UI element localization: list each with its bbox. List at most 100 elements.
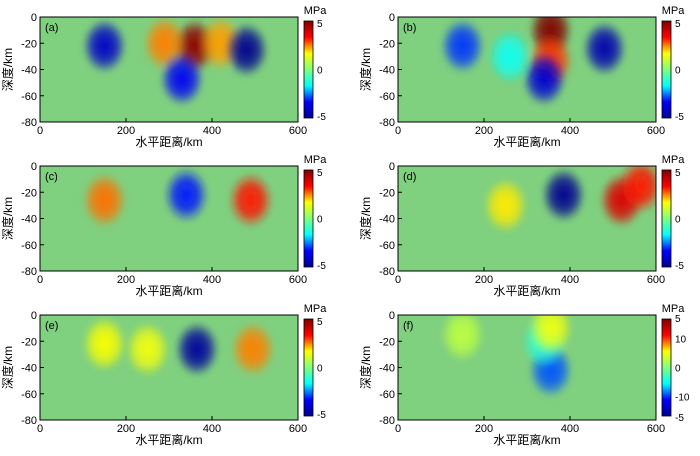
- x-axis-label: 水平距离/km: [135, 283, 202, 298]
- x-tick-label: 0: [395, 125, 401, 137]
- heatmap-blob: [230, 321, 275, 377]
- x-tick-label: 0: [37, 423, 43, 435]
- x-tick-label: 0: [395, 274, 401, 286]
- heatmap-blob: [82, 18, 127, 74]
- y-tick-label: -80: [21, 415, 37, 427]
- panel-e: 0 200 400 600 0 -20 -40 -60 -80 (e) 水平距离/km 深度/km MP…: [0, 303, 327, 447]
- panel-f: 0 200 400 600 0 -20 -40 -60 -80 (f) 水平距离/km 深度/km MP…: [358, 303, 690, 447]
- panel-label: (d): [403, 171, 416, 183]
- panel-d: 0 200 400 600 0 -20 -40 -60 -80 (d) 水平距离/km 深度/km MP…: [358, 154, 685, 298]
- x-tick-label: 200: [117, 423, 135, 435]
- colorbar-tick-label: 5: [675, 168, 681, 179]
- x-tick-label: 400: [561, 423, 579, 435]
- colorbar-unit: MPa: [304, 303, 328, 315]
- panel-b: 0 200 400 600 0 -20 -40 -60 -80 (b) 水平距离/km 深度/km MP…: [358, 5, 686, 149]
- y-tick-label: -60: [379, 240, 395, 252]
- y-tick-label: 0: [31, 161, 37, 173]
- colorbar-tick-label: 0: [317, 66, 323, 77]
- y-tick-label: -20: [21, 336, 37, 348]
- x-tick-label: 600: [647, 125, 665, 137]
- colorbar: [303, 318, 314, 417]
- heatmap-blob: [440, 315, 485, 362]
- colorbar-tick-label: -10: [675, 393, 690, 404]
- colorbar-tick-label: 10: [675, 334, 687, 345]
- x-tick-label: 600: [647, 423, 665, 435]
- x-tick-label: 600: [647, 274, 665, 286]
- y-tick-label: -80: [379, 117, 395, 129]
- y-tick-label: 0: [389, 12, 395, 24]
- heatmap-blob: [582, 21, 627, 76]
- panel-label: (c): [45, 171, 58, 183]
- heatmap-blob: [125, 321, 170, 377]
- y-axis-label: 深度/km: [358, 346, 373, 389]
- colorbar-tick-label: 0: [317, 215, 323, 226]
- y-tick-label: -80: [379, 415, 395, 427]
- x-axis-label: 水平距离/km: [493, 134, 560, 149]
- y-tick-label: -40: [379, 214, 395, 226]
- y-axis-label: 深度/km: [0, 346, 15, 389]
- x-tick-label: 400: [561, 274, 579, 286]
- heatmap-blob: [159, 51, 204, 106]
- colorbar: [303, 169, 314, 268]
- colorbar-tick-label: -5: [317, 410, 326, 421]
- y-axis-label: 深度/km: [358, 48, 373, 91]
- colorbar-unit: MPa: [662, 5, 686, 17]
- x-axis-label: 水平距离/km: [135, 134, 202, 149]
- panel-label: (a): [45, 22, 58, 34]
- y-axis-label: 深度/km: [358, 197, 373, 240]
- x-tick-label: 0: [37, 274, 43, 286]
- heatmap-blob: [82, 172, 127, 228]
- y-tick-label: -60: [21, 389, 37, 401]
- x-tick-label: 200: [117, 125, 135, 137]
- x-tick-label: 200: [475, 125, 493, 137]
- y-tick-label: 0: [389, 310, 395, 322]
- colorbar: [303, 20, 314, 119]
- x-tick-label: 400: [203, 423, 221, 435]
- colorbar-unit: MPa: [304, 154, 328, 166]
- x-tick-label: 400: [203, 274, 221, 286]
- panel-a: 0 200 400 600 0 -20 -40 -60 -80 (a) 水平距离/km 深度/km MP…: [0, 5, 327, 149]
- y-tick-label: -20: [21, 38, 37, 50]
- heatmap-blob: [483, 178, 528, 233]
- colorbar-tick-label: 5: [675, 19, 681, 30]
- y-tick-label: -40: [21, 214, 37, 226]
- colorbar-tick-label: 0: [317, 364, 323, 375]
- y-tick-label: -40: [21, 65, 37, 77]
- colorbar: [661, 318, 672, 417]
- panel-label: (f): [403, 320, 413, 332]
- x-tick-label: 600: [289, 423, 307, 435]
- x-tick-label: 600: [289, 274, 307, 286]
- heatmap-blob: [440, 18, 485, 74]
- heatmap-blob: [619, 166, 656, 213]
- colorbar-tick-label: -5: [675, 261, 684, 272]
- colorbar-unit: MPa: [662, 303, 686, 315]
- y-tick-label: -80: [21, 117, 37, 129]
- y-tick-label: 0: [389, 161, 395, 173]
- x-tick-label: 0: [395, 423, 401, 435]
- heatmap-blob: [175, 321, 219, 377]
- x-tick-label: 0: [37, 125, 43, 137]
- colorbar-tick-label: -5: [675, 413, 684, 424]
- colorbar-unit: MPa: [304, 5, 328, 17]
- heatmap-blob: [522, 51, 567, 106]
- y-tick-label: -20: [21, 187, 37, 199]
- x-tick-label: 200: [475, 423, 493, 435]
- heatmap-blob: [224, 22, 269, 78]
- colorbar-tick-label: 0: [675, 215, 681, 226]
- y-tick-label: -20: [379, 187, 395, 199]
- x-tick-label: 200: [475, 274, 493, 286]
- x-tick-label: 200: [117, 274, 135, 286]
- colorbar-unit: MPa: [662, 154, 686, 166]
- y-tick-label: -60: [21, 240, 37, 252]
- colorbar-tick-label: -5: [317, 261, 326, 272]
- panel-label: (e): [45, 320, 58, 332]
- colorbar-tick-label: 5: [317, 168, 323, 179]
- y-tick-label: -40: [379, 65, 395, 77]
- y-tick-label: 0: [31, 310, 37, 322]
- colorbar-tick-label: 5: [675, 314, 681, 325]
- colorbar-tick-label: 0: [675, 66, 681, 77]
- colorbar-tick-label: 5: [317, 19, 323, 30]
- y-axis-label: 深度/km: [0, 48, 15, 91]
